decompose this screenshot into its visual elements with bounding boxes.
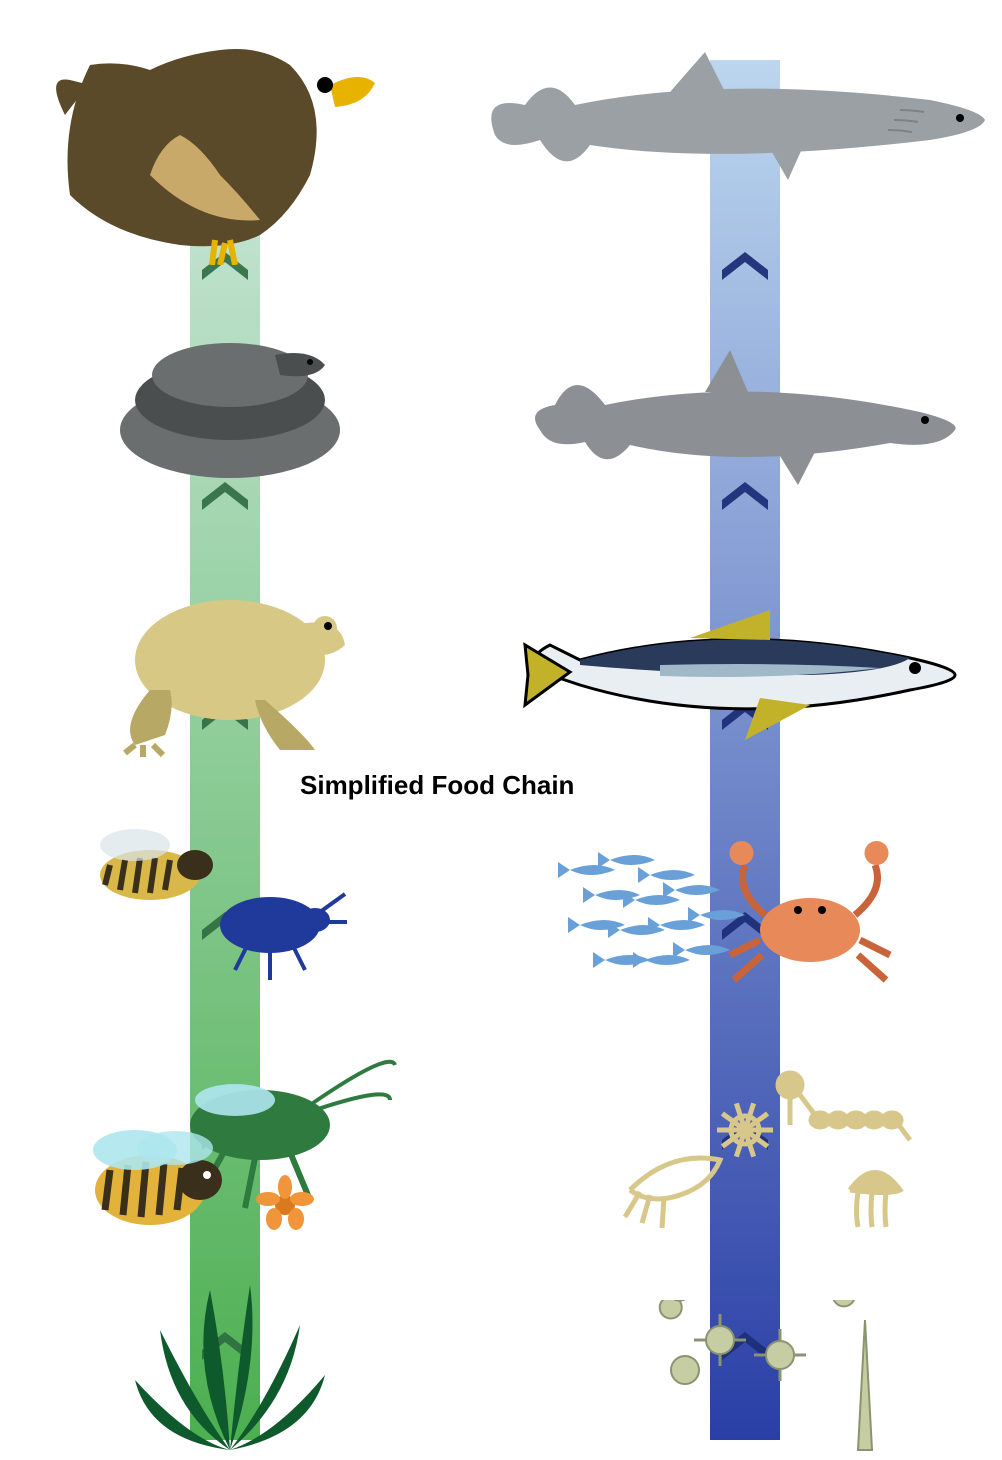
plant-icon bbox=[100, 1270, 360, 1460]
frog-icon bbox=[80, 560, 360, 760]
food-chain-diagram: Simplified Food Chain bbox=[0, 0, 1002, 1454]
shark-icon bbox=[470, 40, 990, 200]
tuna-icon bbox=[510, 580, 970, 760]
hawk-icon bbox=[30, 25, 390, 265]
insects-icon bbox=[60, 810, 360, 990]
zooplankton-icon bbox=[590, 1060, 930, 1260]
school-crab-icon bbox=[540, 830, 960, 1020]
phytoplankton-icon bbox=[590, 1300, 930, 1460]
snake-icon bbox=[100, 320, 360, 480]
bee-cricket-icon bbox=[40, 1030, 400, 1270]
diagram-title: Simplified Food Chain bbox=[300, 770, 574, 801]
dolphin-icon bbox=[520, 330, 960, 500]
